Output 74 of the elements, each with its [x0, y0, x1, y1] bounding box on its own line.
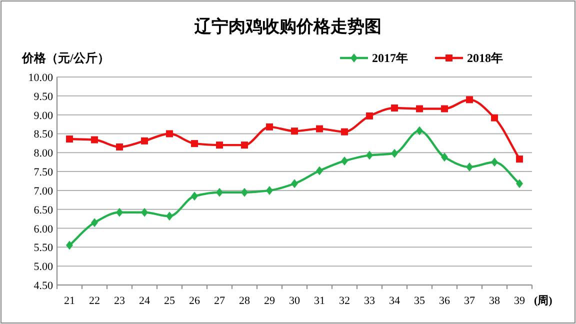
x-axis-title: (周): [534, 295, 553, 307]
point: [141, 208, 148, 217]
y-tick-label: 7.00: [34, 185, 54, 198]
x-tick-label: 28: [239, 295, 250, 307]
point: [341, 128, 348, 136]
x-tick-label: 22: [89, 295, 100, 307]
point: [91, 136, 98, 144]
point: [366, 112, 373, 120]
point: [441, 152, 448, 162]
point: [216, 142, 223, 149]
x-tick-label: 29: [264, 295, 276, 307]
point: [391, 148, 398, 158]
point: [291, 179, 298, 188]
y-axis-title: 价格（元/公斤）: [21, 51, 110, 65]
y-tick-label: 10.00: [28, 72, 54, 84]
y-tick-label: 7.50: [34, 166, 54, 179]
x-tick-label: 38: [489, 295, 500, 307]
y-tick-label: 8.00: [34, 148, 54, 160]
x-tick-label: 26: [189, 295, 200, 307]
point: [241, 142, 248, 149]
point: [291, 128, 298, 135]
point: [416, 126, 423, 136]
point: [516, 179, 523, 188]
y-tick-label: 5.50: [34, 242, 54, 254]
point: [191, 192, 198, 201]
x-tick-label: 32: [339, 295, 350, 307]
point: [66, 136, 73, 143]
y-tick-label: 6.00: [34, 223, 54, 236]
x-tick-label: 25: [164, 295, 176, 307]
point: [466, 162, 473, 172]
point: [191, 140, 198, 148]
point: [491, 114, 498, 122]
x-tick-label: 33: [364, 295, 376, 307]
x-tick-label: 24: [139, 295, 150, 307]
point: [341, 156, 348, 166]
point: [166, 130, 173, 138]
point: [316, 166, 323, 176]
point: [466, 96, 473, 104]
point: [366, 150, 373, 160]
point: [116, 208, 123, 217]
y-tick-label: 4.50: [34, 280, 54, 292]
point: [116, 143, 123, 150]
x-tick-label: 27: [214, 295, 226, 307]
x-tick-label: 34: [389, 295, 400, 307]
point: [91, 218, 98, 228]
x-tick-label: 37: [464, 295, 476, 307]
point: [316, 125, 323, 132]
x-tick-label: 30: [289, 295, 300, 307]
x-tick-label: 31: [314, 295, 325, 307]
legend-label: 2017年: [372, 51, 408, 65]
point: [491, 158, 498, 167]
y-tick-label: 8.50: [34, 128, 54, 141]
point: [241, 188, 248, 197]
legend-label: 2018年: [467, 51, 503, 65]
y-tick-label: 6.50: [34, 204, 54, 216]
x-tick-label: 39: [514, 295, 526, 307]
point: [441, 105, 448, 112]
x-tick-label: 21: [64, 295, 75, 307]
point: [66, 240, 73, 250]
y-tick-label: 9.50: [34, 90, 54, 103]
y-tick-label: 9.00: [34, 110, 54, 122]
point: [266, 123, 273, 130]
x-tick-label: 36: [439, 295, 450, 307]
point: [166, 212, 173, 221]
x-tick-label: 35: [414, 295, 426, 307]
point: [516, 156, 523, 163]
point: [391, 104, 398, 112]
chart-title: 辽宁肉鸡收购价格走势图: [194, 17, 382, 36]
point: [266, 186, 273, 195]
y-tick-label: 5.00: [34, 261, 54, 274]
point: [216, 188, 223, 197]
point: [141, 137, 148, 144]
point: [416, 105, 423, 112]
x-tick-label: 23: [114, 295, 126, 307]
